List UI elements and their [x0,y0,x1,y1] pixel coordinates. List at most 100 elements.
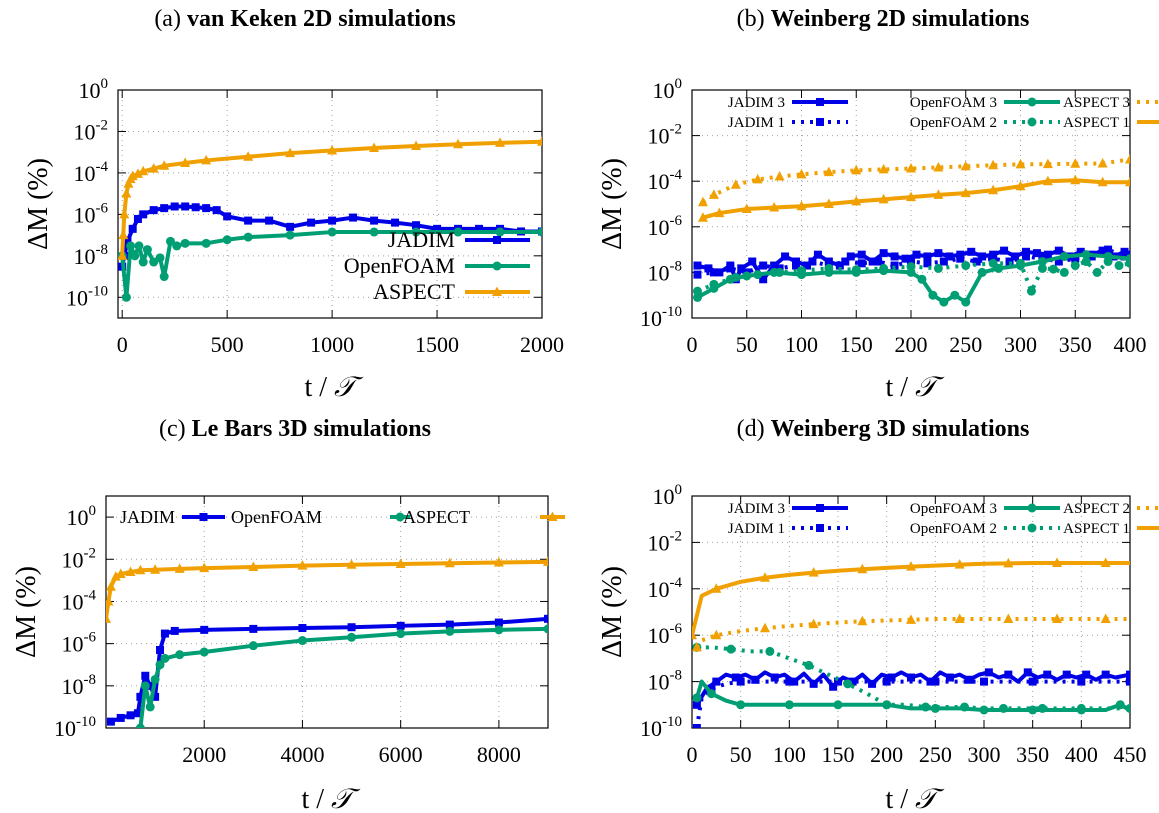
y-tick-base: 10 [74,244,96,269]
y-tick-label: 10-4 [74,159,109,186]
y-tick-label: 10-8 [648,668,683,695]
data-point-marker [170,626,179,635]
data-point-marker [967,247,976,256]
data-point-marker [956,254,965,263]
data-point-marker [770,261,779,270]
y-tick-base: 10 [648,169,670,194]
data-point-marker [265,216,274,225]
data-point-marker [742,271,752,281]
y-tick-label: 10-8 [648,258,683,285]
y-tick-base: 10 [62,632,84,657]
legend-label: ASPECT 3 [1063,95,1130,111]
legend-marker [816,98,824,106]
data-point-marker [139,210,148,219]
data-point-marker [191,203,200,212]
data-point-marker [155,253,165,263]
data-point-marker [297,636,307,646]
data-point-marker [808,567,819,577]
data-point-marker [126,711,135,720]
data-point-marker [1054,246,1063,255]
data-point-marker [759,261,768,270]
data-point-marker [1043,670,1052,679]
data-point-marker [1003,613,1014,623]
series-group [106,556,548,728]
y-tick-exponent: -4 [670,575,683,591]
data-point-marker [128,224,137,233]
y-tick-exponent: 0 [101,76,109,92]
data-point-marker [201,154,212,165]
data-point-marker [851,265,861,275]
data-point-marker [1021,247,1030,256]
data-point-marker [878,193,889,204]
y-tick-exponent: -8 [670,668,683,684]
data-point-marker [396,621,405,630]
x-tick-label: 200 [895,332,928,357]
data-point-marker [411,140,422,150]
y-axis-label: ΔM (%) [11,566,42,658]
data-point-marker [244,216,253,225]
data-point-marker [170,202,179,211]
data-point-marker [453,227,463,237]
data-point-marker [391,218,400,227]
data-point-marker [537,227,542,237]
data-point-marker [134,241,144,251]
data-point-marker [998,703,1008,713]
data-point-marker [846,252,855,261]
data-point-marker [411,227,421,237]
data-point-marker [1011,252,1020,261]
x-tick-label: 2000 [182,742,226,767]
data-point-marker [879,263,889,273]
data-point-marker [851,195,862,206]
data-point-marker [989,250,998,259]
data-point-marker [843,679,853,689]
data-point-marker [759,275,768,284]
data-point-marker [692,724,701,728]
data-point-marker [796,200,807,211]
legend-label: OpenFOAM 3 [910,95,997,111]
data-point-marker [931,677,940,686]
data-point-marker [1026,286,1036,296]
data-point-marker [160,204,169,213]
data-point-marker [369,142,380,152]
chart-title: (b) Weinberg 2D simulations [737,6,1030,32]
data-point-marker [494,625,504,635]
data-point-marker [146,681,155,690]
data-point-marker [774,171,785,181]
data-point-marker [1015,158,1026,169]
data-point-marker [223,212,232,221]
data-point-marker [118,229,129,240]
data-point-marker [709,268,718,277]
legend-marker [492,286,502,296]
data-point-marker [753,270,763,280]
y-axis-label: ΔM (%) [597,566,628,658]
y-tick-label: 100 [653,482,683,509]
chart-title-text: Le Bars 3D simulations [192,416,431,442]
x-axis-label-text: t / [885,784,915,813]
series-group [118,136,542,302]
chart-panel-c: (c) Le Bars 3D simulations 2000 4000 6000 80… [11,416,565,813]
data-point-marker [396,629,406,639]
data-point-marker [307,218,316,227]
data-point-marker [369,227,379,237]
x-axis-label: t / 𝒯 [885,372,945,403]
chart-title-prefix: (c) [159,416,192,442]
data-point-marker [142,245,152,255]
data-point-marker [692,292,702,302]
data-point-marker [138,165,149,176]
chart-title-prefix: (d) [737,416,771,442]
data-point-marker [792,257,801,266]
data-point-marker [834,677,842,686]
y-tick-label: 10-10 [640,304,682,331]
data-point-marker [824,263,834,273]
legend-marker [1027,97,1037,107]
data-point-marker [118,250,128,260]
series-line [106,559,548,620]
y-tick-base: 10 [653,484,675,509]
data-point-marker [145,702,155,712]
data-point-marker [960,160,971,171]
data-point-marker [1081,250,1091,260]
data-point-marker [857,615,868,626]
data-point-marker [933,161,944,172]
data-point-marker [906,614,916,624]
x-tick-label: 8000 [477,742,521,767]
